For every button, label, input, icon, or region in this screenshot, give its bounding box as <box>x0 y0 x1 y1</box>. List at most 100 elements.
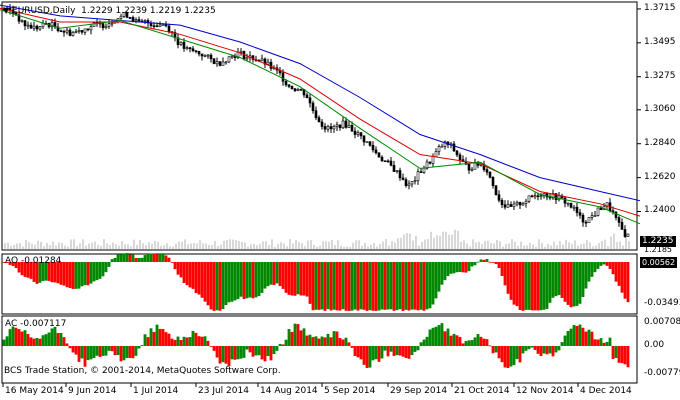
ac-histogram-bar <box>602 342 606 346</box>
ao-histogram-bar <box>353 262 357 310</box>
ac-histogram-bar <box>50 328 54 346</box>
candle-body <box>296 89 300 91</box>
ac-histogram-bar <box>584 331 588 346</box>
ac-histogram-bar <box>479 336 483 346</box>
ac-histogram-bar <box>140 345 144 346</box>
ac-histogram-bar <box>122 346 126 361</box>
ac-histogram-bar <box>542 346 546 354</box>
candle-body <box>89 26 93 31</box>
ao-histogram-bar <box>356 262 360 311</box>
candle-body <box>164 24 168 27</box>
candle-body <box>92 22 96 27</box>
ac-histogram-bar <box>395 346 399 356</box>
ac-histogram-bar <box>407 346 411 359</box>
candle-body <box>581 214 585 223</box>
candle-body <box>212 58 216 65</box>
ao-histogram-bar <box>491 262 495 263</box>
ao-histogram-bar <box>446 262 450 277</box>
ao-histogram-bar <box>281 262 285 289</box>
ao-histogram-bar <box>191 262 195 289</box>
candle-body <box>350 124 354 132</box>
ao-histogram-bar <box>152 253 156 262</box>
ao-histogram-bar <box>149 253 153 262</box>
ac-histogram-bar <box>596 339 600 346</box>
candle-body <box>443 141 447 147</box>
ao-histogram-bar <box>587 262 591 282</box>
ao-histogram-bar <box>11 262 15 267</box>
ao-histogram-bar <box>47 262 51 281</box>
ao-histogram-bar <box>479 259 483 262</box>
ac-histogram-bar <box>599 338 603 346</box>
ohlc-text: 1.2229 1.2239 1.2219 1.2235 <box>81 6 216 16</box>
candle-body <box>593 215 597 217</box>
candle-body <box>119 15 123 19</box>
ao-histogram-bar <box>533 262 537 311</box>
ao-histogram-bar <box>371 262 375 311</box>
ao-histogram-bar <box>272 262 276 286</box>
ao-histogram-bar <box>584 262 588 289</box>
ac-histogram-bar <box>215 346 219 358</box>
candle-body <box>590 215 594 218</box>
candle-body <box>455 150 459 156</box>
candle-body <box>128 17 132 19</box>
ao-histogram-bar <box>401 262 405 311</box>
ao-histogram-bar <box>440 262 444 285</box>
candle-body <box>452 143 456 152</box>
ac-histogram-bar <box>377 346 381 362</box>
candle-body <box>515 201 519 205</box>
ac-histogram-bar <box>53 326 57 346</box>
ao-histogram-bar <box>8 262 12 265</box>
ao-histogram-bar <box>26 262 30 278</box>
candle-body <box>419 171 423 173</box>
time-axis-label: 12 Nov 2014 <box>516 386 574 396</box>
candle-body <box>365 141 369 144</box>
ao-histogram-bar <box>188 262 192 288</box>
ac-histogram-bar <box>404 346 408 358</box>
ao-histogram-bar <box>335 262 339 311</box>
candle-body <box>353 130 357 135</box>
ao-histogram-bar <box>623 262 627 299</box>
candle-body <box>404 179 408 186</box>
ao-histogram-bar <box>284 262 288 293</box>
ac-histogram-bar <box>257 346 261 356</box>
candle-body <box>71 32 75 36</box>
ac-axis-high: 0.007083 <box>644 317 680 327</box>
ao-histogram-bar <box>125 253 129 262</box>
ao-histogram-bar <box>68 262 72 289</box>
ac-histogram-bar <box>80 346 84 359</box>
price-axis-label: 1.2620 <box>644 171 676 182</box>
candle-body <box>308 97 312 104</box>
ao-histogram-bar <box>404 262 408 310</box>
ao-histogram-bar <box>200 262 204 298</box>
ao-histogram-bar <box>176 262 180 275</box>
ac-histogram-bar <box>296 324 300 346</box>
ao-histogram-bar <box>230 262 234 302</box>
candle-body <box>239 50 243 53</box>
candle-body <box>587 217 591 223</box>
ac-histogram-bar <box>152 331 156 346</box>
ao-value-badge: 0.00562 <box>640 257 678 268</box>
ac-histogram-bar <box>461 343 465 346</box>
candle-body <box>437 146 441 152</box>
candle-body <box>179 41 183 45</box>
ao-histogram-bar <box>194 262 198 293</box>
ac-histogram-bar <box>464 341 468 346</box>
ao-histogram-bar <box>257 262 261 297</box>
ao-histogram-bar <box>269 262 273 285</box>
ao-histogram-bar <box>104 262 108 273</box>
ao-histogram-bar <box>329 262 333 311</box>
time-axis-label: 1 Jul 2014 <box>133 386 179 396</box>
ao-histogram-bar <box>260 262 264 293</box>
ac-histogram-bar <box>221 346 225 363</box>
ao-indicator-label: AO -0.01284 <box>5 256 62 266</box>
candle-body <box>131 17 135 22</box>
candle-body <box>284 80 288 86</box>
candle-body <box>20 20 24 23</box>
ac-histogram-bar <box>245 346 249 350</box>
time-axis-label: 9 Jun 2014 <box>68 386 117 396</box>
candle-body <box>41 22 45 27</box>
moving-average-green <box>0 9 641 225</box>
ao-histogram-bar <box>161 253 165 262</box>
ac-histogram-bar <box>389 346 393 352</box>
